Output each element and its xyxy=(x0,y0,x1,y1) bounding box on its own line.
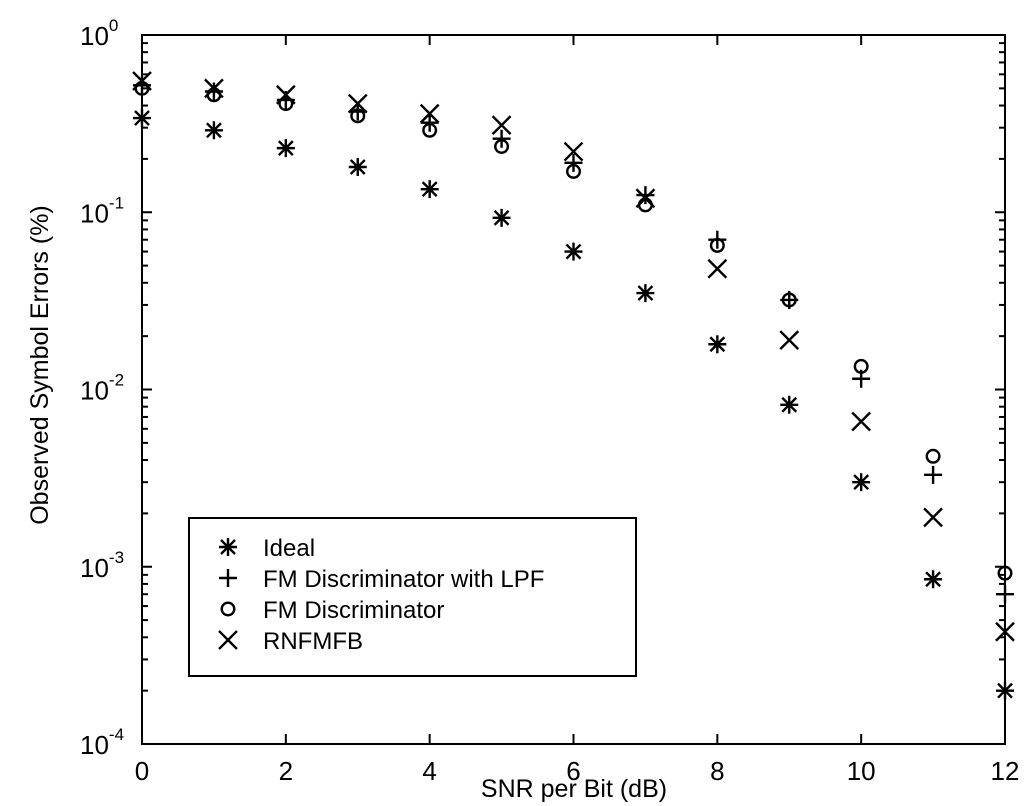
marker-x xyxy=(563,141,584,162)
marker-circle xyxy=(350,108,366,124)
marker-x xyxy=(347,93,368,114)
marker-x xyxy=(204,78,224,99)
x-tick-label: 6 xyxy=(566,756,580,786)
marker-circle xyxy=(709,237,725,253)
x-tick-label: 2 xyxy=(279,756,293,786)
legend-label: FM Discriminator xyxy=(263,597,444,624)
marker-circle xyxy=(566,163,582,179)
x-tick-label: 12 xyxy=(991,756,1020,786)
legend-label: FM Discriminator with LPF xyxy=(263,566,544,593)
marker-x xyxy=(419,103,440,124)
series-ideal xyxy=(133,109,1014,700)
axis-ticks: 0 2 4 6 8 10 12 100 10-1 10-2 10-3 10-4 xyxy=(80,16,1019,786)
y-tick-label: 10-1 xyxy=(80,193,124,228)
marker-circle xyxy=(781,292,797,308)
marker-plus xyxy=(996,585,1014,604)
legend-label: RNFMFB xyxy=(263,628,363,655)
marker-x xyxy=(275,84,296,105)
marker-asterisk xyxy=(133,109,151,128)
marker-asterisk xyxy=(708,335,727,354)
marker-circle xyxy=(220,601,236,617)
y-axis-label: Observed Symbol Errors (%) xyxy=(26,205,54,525)
marker-x xyxy=(132,71,152,91)
legend-box xyxy=(188,517,637,677)
marker-circle xyxy=(853,358,869,374)
x-axis-label: SNR per Bit (dB) xyxy=(481,775,667,803)
x-tick-label: 0 xyxy=(135,756,149,786)
marker-asterisk xyxy=(348,158,367,177)
series-rnfmfb xyxy=(132,71,1015,642)
marker-asterisk xyxy=(996,681,1014,700)
marker-asterisk xyxy=(420,180,439,199)
marker-x xyxy=(218,630,238,650)
marker-circle xyxy=(997,565,1013,581)
data-marks xyxy=(132,71,1015,700)
marker-x xyxy=(635,188,656,209)
y-tick-label: 10-4 xyxy=(80,725,124,760)
marker-asterisk xyxy=(564,242,583,261)
marker-asterisk xyxy=(924,570,943,589)
legend: Ideal FM Discriminator with LPF FM Discrim… xyxy=(188,517,637,677)
marker-asterisk xyxy=(276,139,295,158)
marker-circle xyxy=(422,122,438,138)
marker-plus xyxy=(492,129,511,148)
marker-asterisk xyxy=(492,208,511,227)
y-tick-label: 100 xyxy=(80,16,118,51)
marker-x xyxy=(851,411,872,432)
marker-plus xyxy=(564,153,583,172)
marker-asterisk xyxy=(219,538,237,556)
marker-asterisk xyxy=(204,121,223,140)
marker-plus xyxy=(420,113,439,132)
marker-circle xyxy=(278,96,294,112)
marker-x xyxy=(923,507,943,528)
marker-circle xyxy=(925,448,941,464)
legend-label: Ideal xyxy=(263,535,315,562)
marker-circle xyxy=(494,138,510,154)
marker-asterisk xyxy=(636,284,655,303)
marker-x xyxy=(995,621,1015,642)
marker-asterisk xyxy=(780,395,799,414)
marker-plus xyxy=(219,569,237,587)
x-tick-label: 8 xyxy=(710,756,724,786)
x-tick-label: 4 xyxy=(422,756,436,786)
marker-x xyxy=(707,258,728,279)
marker-plus xyxy=(636,186,655,205)
y-tick-label: 10-3 xyxy=(80,548,124,583)
x-tick-label: 10 xyxy=(847,756,876,786)
marker-plus xyxy=(924,465,943,484)
marker-x xyxy=(779,330,800,350)
marker-asterisk xyxy=(852,473,871,492)
marker-x xyxy=(491,115,512,136)
y-tick-label: 10-2 xyxy=(80,371,124,406)
